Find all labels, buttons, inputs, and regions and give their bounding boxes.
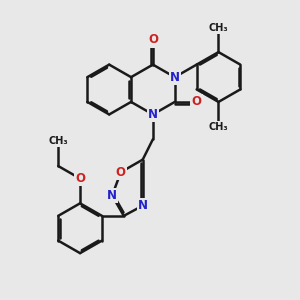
Text: CH₃: CH₃ xyxy=(209,22,228,33)
Text: N: N xyxy=(148,108,158,121)
Text: N: N xyxy=(107,189,117,202)
Text: N: N xyxy=(170,71,180,84)
Text: CH₃: CH₃ xyxy=(209,122,228,132)
Text: N: N xyxy=(138,199,148,212)
Text: O: O xyxy=(148,33,158,46)
Text: O: O xyxy=(192,95,202,108)
Text: O: O xyxy=(116,166,126,178)
Text: O: O xyxy=(75,172,85,185)
Text: CH₃: CH₃ xyxy=(48,136,68,146)
